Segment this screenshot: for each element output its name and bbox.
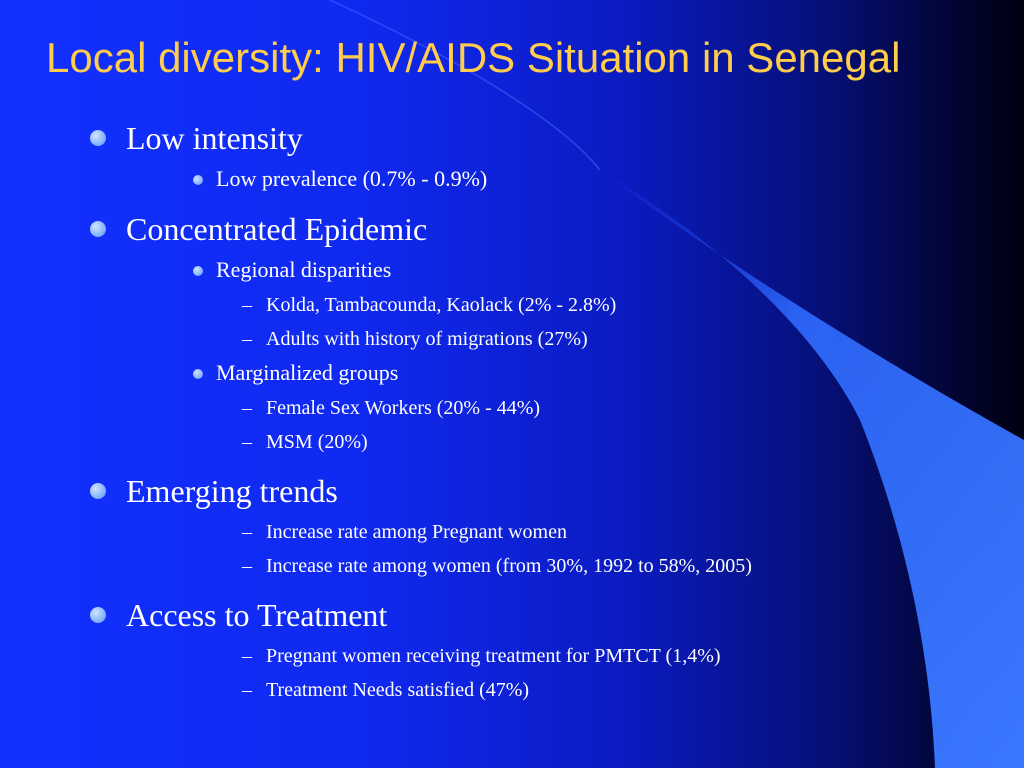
dash-bullet-icon: –: [242, 397, 252, 419]
bullet-text: Access to Treatment: [126, 597, 388, 633]
small-round-bullet-icon: [193, 369, 203, 379]
bullet-text: Concentrated Epidemic: [126, 211, 428, 247]
small-round-bullet-icon: [193, 175, 203, 185]
small-round-bullet-icon: [193, 266, 203, 276]
dash-bullet-item: – Treatment Needs satisfied (47%): [0, 675, 1024, 705]
dash-bullet-item: – Increase rate among Pregnant women: [0, 517, 1024, 547]
dash-bullet-item: – Female Sex Workers (20% - 44%): [0, 393, 1024, 423]
dash-bullet-icon: –: [242, 431, 252, 453]
dash-bullet-item: – Pregnant women receiving treatment for…: [0, 641, 1024, 671]
bullet-text: Emerging trends: [126, 473, 338, 509]
dash-bullet-text: Treatment Needs satisfied (47%): [266, 679, 530, 701]
sub-bullet-text: Regional disparities: [216, 257, 392, 282]
bullet-item: Low intensity: [0, 116, 1024, 160]
dash-bullet-icon: –: [242, 294, 252, 316]
round-bullet-icon: [90, 483, 106, 499]
sub-bullet-item: Low prevalence (0.7% - 0.9%): [0, 163, 1024, 195]
bullet-text: Low intensity: [126, 120, 303, 156]
bullet-outline: Low intensity Low prevalence (0.7% - 0.9…: [0, 116, 1024, 705]
dash-bullet-text: Kolda, Tambacounda, Kaolack (2% - 2.8%): [266, 294, 617, 316]
sub-bullet-text: Low prevalence (0.7% - 0.9%): [216, 166, 488, 191]
swoosh-shape: [600, 170, 1024, 768]
dash-bullet-icon: –: [242, 328, 252, 350]
dash-bullet-item: – Adults with history of migrations (27%…: [0, 324, 1024, 354]
sub-bullet-text: Marginalized groups: [216, 360, 399, 385]
dash-bullet-text: Female Sex Workers (20% - 44%): [266, 397, 541, 419]
dash-bullet-icon: –: [242, 521, 252, 543]
swoosh-highlight-line: [329, 0, 601, 171]
dash-bullet-icon: –: [242, 645, 252, 667]
dash-bullet-item: – MSM (20%): [0, 427, 1024, 457]
dash-bullet-item: – Increase rate among women (from 30%, 1…: [0, 551, 1024, 581]
dash-bullet-text: Adults with history of migrations (27%): [266, 328, 588, 350]
dash-bullet-item: – Kolda, Tambacounda, Kaolack (2% - 2.8%…: [0, 290, 1024, 320]
dash-bullet-icon: –: [242, 679, 252, 701]
dash-bullet-text: Pregnant women receiving treatment for P…: [266, 645, 721, 667]
dash-bullet-icon: –: [242, 555, 252, 577]
bullet-item: Emerging trends: [0, 469, 1024, 513]
bullet-item: Concentrated Epidemic: [0, 207, 1024, 251]
sub-bullet-item: Regional disparities: [0, 254, 1024, 286]
bullet-item: Access to Treatment: [0, 593, 1024, 637]
sub-bullet-item: Marginalized groups: [0, 357, 1024, 389]
dash-bullet-text: Increase rate among Pregnant women: [266, 521, 567, 543]
round-bullet-icon: [90, 130, 106, 146]
dash-bullet-text: Increase rate among women (from 30%, 199…: [266, 555, 752, 577]
slide-title: Local diversity: HIV/AIDS Situation in S…: [46, 34, 901, 81]
round-bullet-icon: [90, 221, 106, 237]
round-bullet-icon: [90, 607, 106, 623]
dash-bullet-text: MSM (20%): [266, 431, 368, 453]
